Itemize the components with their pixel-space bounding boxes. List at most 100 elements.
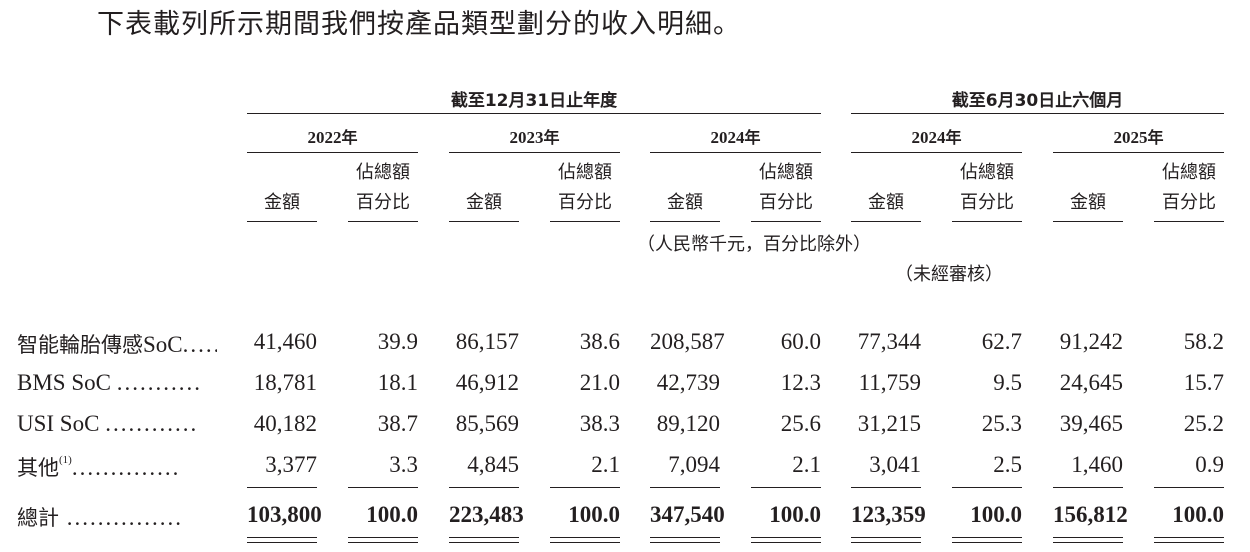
subheader-rule	[449, 221, 519, 222]
label-latin: BMS SoC	[17, 370, 117, 395]
cell: 38.6	[579, 329, 620, 354]
cell: 1,460	[1071, 452, 1123, 477]
amount-header: 金額	[868, 192, 904, 213]
cell: 25.3	[981, 411, 1022, 436]
total-double-rule	[751, 537, 821, 543]
year-header-2024: 2024年	[650, 124, 821, 148]
total-cell: 100.0	[769, 502, 821, 527]
subtotal-rule	[952, 487, 1022, 488]
cell: 21.0	[579, 370, 620, 395]
total-cell: 100.0	[568, 502, 620, 527]
cell: 7,094	[668, 452, 720, 477]
subtotal-rule	[1154, 487, 1224, 488]
total-cell: 123,359	[851, 502, 926, 527]
label-cjk: 總計	[17, 506, 59, 530]
pct-header-line2: 百分比	[558, 192, 612, 213]
total-cell: 103,800	[247, 502, 322, 527]
cell: 89,120	[656, 411, 720, 436]
row-label-others: 其他(1)..............	[17, 452, 217, 482]
pct-header-line2: 百分比	[1162, 192, 1216, 213]
pct-header-line1: 佔總額	[558, 162, 612, 183]
year-rule	[650, 152, 821, 153]
subheader-rule	[1053, 221, 1123, 222]
year-header-2023: 2023年	[449, 124, 620, 148]
subtotal-rule	[247, 487, 317, 488]
year-number: 2024	[710, 128, 745, 147]
pct-header-line1: 佔總額	[356, 162, 410, 183]
pct-header-line2: 百分比	[356, 192, 410, 213]
cell: 85,569	[455, 411, 519, 436]
total-cell: 100.0	[970, 502, 1022, 527]
total-cell: 100.0	[366, 502, 418, 527]
total-cell: 347,540	[650, 502, 725, 527]
cell: 3,377	[265, 452, 317, 477]
cell: 11,759	[858, 370, 921, 395]
cell: 18,781	[253, 370, 317, 395]
cell: 86,157	[455, 329, 519, 354]
cell: 18.1	[377, 370, 418, 395]
cell: 2.1	[792, 452, 821, 477]
label-cjk: 其他	[17, 456, 59, 480]
intro-text: 下表載列所示期間我們按產品類型劃分的收入明細。	[97, 9, 741, 39]
h1-group-header: 截至6月30日止六個月	[951, 91, 1124, 111]
pct-header: 佔總額 百分比	[348, 158, 418, 218]
row-label-bms-soc: BMS SoC ...........	[17, 370, 217, 396]
cell: 0.9	[1195, 452, 1224, 477]
amount-header: 金額	[264, 192, 300, 213]
cell: 40,182	[253, 411, 317, 436]
subtotal-rule	[550, 487, 620, 488]
year-rule	[449, 152, 620, 153]
pct-header-line2: 百分比	[960, 192, 1014, 213]
label-latin: SoC	[143, 332, 183, 357]
subtotal-rule	[650, 487, 720, 488]
subtotal-rule	[851, 487, 921, 488]
amount-header: 金額	[466, 192, 502, 213]
subtotal-rule	[449, 487, 519, 488]
cell: 3.3	[389, 452, 418, 477]
leader-dots: ..............	[71, 455, 181, 480]
cell: 46,912	[455, 370, 519, 395]
subtotal-rule	[348, 487, 418, 488]
subtotal-rule	[751, 487, 821, 488]
cell: 4,845	[467, 452, 519, 477]
cell: 3,041	[869, 452, 921, 477]
pct-header: 佔總額 百分比	[550, 158, 620, 218]
year-header-h1-2024: 2024年	[851, 124, 1022, 148]
cell: 38.7	[377, 411, 418, 436]
label-latin: USI SoC	[17, 411, 106, 436]
row-label-usi-soc: USI SoC ............	[17, 411, 217, 437]
row-label-smart-tire: 智能輪胎傳感SoC.....	[17, 329, 217, 359]
cell: 208,587	[650, 329, 725, 354]
total-double-rule	[952, 537, 1022, 543]
cell: 42,739	[656, 370, 720, 395]
total-double-rule	[1154, 537, 1224, 543]
total-double-rule	[851, 537, 921, 543]
subheader-rule	[247, 221, 317, 222]
cell: 39,465	[1059, 411, 1123, 436]
cell: 38.3	[579, 411, 620, 436]
year-number: 2024	[911, 128, 946, 147]
pct-header-line1: 佔總額	[759, 162, 813, 183]
cell: 91,242	[1059, 329, 1123, 354]
year-suffix: 年	[744, 128, 761, 147]
subheader-rule	[650, 221, 720, 222]
h1-group-rule	[851, 113, 1224, 114]
leader-dots: ...........	[116, 370, 202, 395]
subheader-rule	[348, 221, 418, 222]
cell: 31,215	[857, 411, 921, 436]
year-suffix: 年	[945, 128, 962, 147]
cell: 62.7	[981, 329, 1022, 354]
amount-header: 金額	[667, 192, 703, 213]
cell: 58.2	[1183, 329, 1224, 354]
subheader-rule	[751, 221, 821, 222]
total-cell: 100.0	[1172, 502, 1224, 527]
year-header-2022: 2022年	[247, 124, 418, 148]
total-double-rule	[550, 537, 620, 543]
year-suffix: 年	[543, 128, 560, 147]
fy-group-header: 截至12月31日止年度	[450, 91, 618, 111]
subheader-rule	[550, 221, 620, 222]
year-number: 2025	[1113, 128, 1148, 147]
cell: 2.5	[993, 452, 1022, 477]
leader-dots: ...............	[59, 505, 183, 530]
subheader-rule	[851, 221, 921, 222]
